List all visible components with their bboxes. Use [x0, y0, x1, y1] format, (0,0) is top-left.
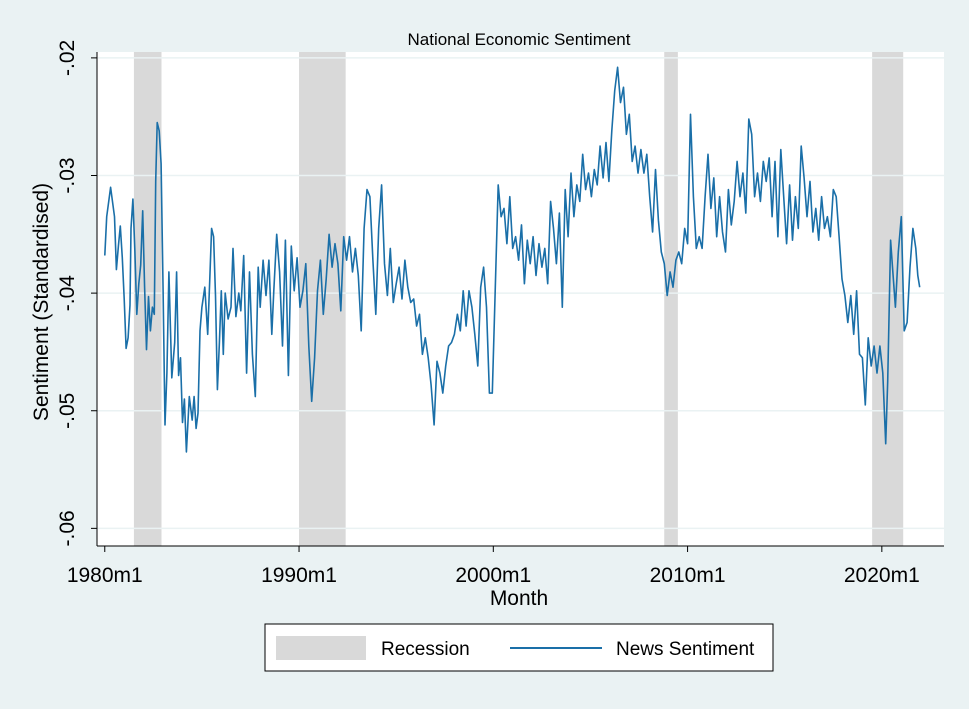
- recession-band-4: [872, 52, 904, 546]
- x-tick-label: 1980m1: [67, 564, 143, 587]
- y-tick-label: -.03: [56, 157, 79, 193]
- y-axis-ticks: -.02 -.03 -.04 -.05 -.06: [56, 40, 97, 546]
- x-tick-label: 2020m1: [844, 564, 920, 587]
- y-tick-label: -.05: [56, 393, 79, 429]
- gridlines: [97, 57, 944, 530]
- y-tick-label: -.06: [56, 510, 79, 546]
- x-tick-label: 2000m1: [455, 564, 531, 587]
- legend-label-news-sentiment: News Sentiment: [616, 639, 755, 660]
- x-axis-ticks: 1980m1 1990m1 2000m1 2010m1 2020m1: [67, 546, 920, 587]
- plot-area: [97, 52, 944, 546]
- x-axis-label: Month: [490, 587, 548, 610]
- legend-swatch-recession: [276, 636, 366, 660]
- series-layer: [104, 66, 921, 453]
- legend-label-recession: Recession: [381, 639, 470, 660]
- y-tick-label: -.04: [56, 275, 79, 312]
- chart-title: National Economic Sentiment: [407, 30, 630, 49]
- y-axis-label: Sentiment (Standardised): [30, 183, 53, 421]
- x-tick-label: 1990m1: [261, 564, 337, 587]
- recession-band-3: [664, 52, 678, 546]
- x-tick-label: 2010m1: [650, 564, 726, 587]
- legend: Recession News Sentiment: [264, 623, 774, 672]
- series-line-news-sentiment: [104, 66, 921, 453]
- y-tick-label: -.02: [56, 40, 79, 76]
